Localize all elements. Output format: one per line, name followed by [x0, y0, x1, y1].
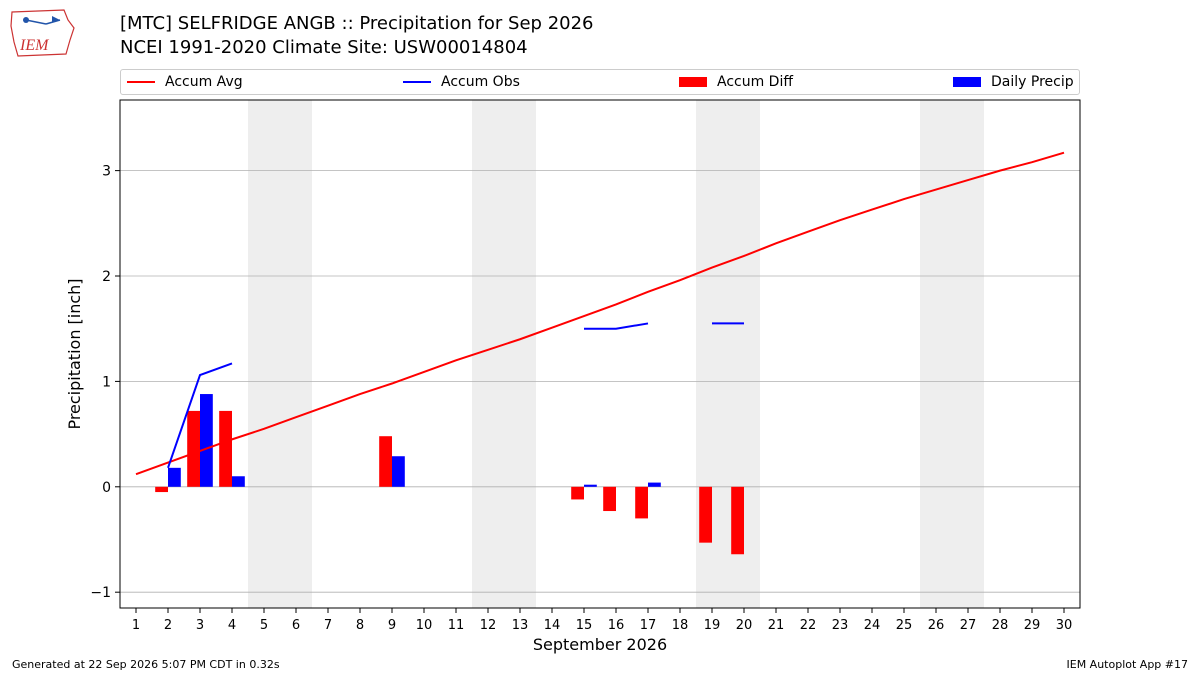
chart-subtitle: NCEI 1991-2020 Climate Site: USW00014804	[120, 37, 528, 58]
x-tick-label: 1	[132, 618, 140, 633]
x-tick-label: 19	[704, 618, 721, 633]
x-tick-label: 25	[896, 618, 913, 633]
x-tick-label: 15	[576, 618, 593, 633]
app-label: IEM Autoplot App #17	[1066, 658, 1189, 671]
weekend-band	[248, 100, 312, 608]
accum-diff-bar	[571, 486, 584, 500]
accum-obs-line	[167, 362, 233, 469]
x-tick-label: 4	[228, 618, 236, 633]
legend-item-daily-precip: Daily Precip	[953, 70, 1074, 94]
accum-diff-bar	[219, 410, 232, 487]
x-tick-label: 12	[480, 618, 497, 633]
x-tick-label: 2	[164, 618, 172, 633]
x-tick-label: 18	[672, 618, 689, 633]
x-tick-label: 6	[292, 618, 300, 633]
x-tick-label: 5	[260, 618, 268, 633]
y-axis-label: Precipitation [inch]	[65, 278, 84, 429]
x-tick-label: 20	[736, 618, 753, 633]
y-tick-label: 2	[102, 269, 111, 285]
x-tick-label: 24	[864, 618, 881, 633]
chart-title: [MTC] SELFRIDGE ANGB :: Precipitation fo…	[120, 13, 594, 34]
x-tick-label: 3	[196, 618, 204, 633]
x-tick-label: 7	[324, 618, 332, 633]
x-tick-label: 30	[1056, 618, 1073, 633]
daily-precip-bar	[232, 476, 245, 487]
x-tick-label: 13	[512, 618, 529, 633]
x-tick-label: 22	[800, 618, 817, 633]
generated-timestamp: Generated at 22 Sep 2026 5:07 PM CDT in …	[12, 658, 280, 671]
x-tick-label: 9	[388, 618, 396, 633]
x-tick-label: 28	[992, 618, 1009, 633]
x-tick-label: 16	[608, 618, 625, 633]
y-tick-label: −1	[90, 585, 111, 601]
accum-diff-bar	[635, 486, 648, 519]
weekend-band	[920, 100, 984, 608]
x-tick-label: 21	[768, 618, 785, 633]
accum-diff-bar	[699, 486, 712, 543]
legend-label: Accum Diff	[717, 74, 794, 90]
legend-label: Accum Obs	[441, 74, 520, 90]
x-tick-label: 26	[928, 618, 945, 633]
accum-obs-line	[584, 322, 649, 330]
daily-precip-bar	[648, 482, 661, 487]
y-tick-label: 0	[102, 480, 111, 496]
x-axis-label: September 2026	[533, 635, 667, 654]
legend-label: Accum Avg	[165, 74, 243, 90]
chart-legend: Accum Avg Accum Obs Accum Diff Daily Pre…	[120, 69, 1080, 95]
accum-diff-bar	[731, 486, 744, 555]
legend-item-accum-obs: Accum Obs	[403, 70, 520, 94]
accum-diff-bar	[155, 486, 168, 493]
accum-avg-line	[135, 151, 1065, 476]
x-tick-label: 23	[832, 618, 849, 633]
legend-label: Daily Precip	[991, 74, 1074, 90]
x-tick-label: 10	[416, 618, 433, 633]
daily-precip-bar	[392, 456, 405, 487]
y-tick-label: 1	[102, 374, 111, 390]
weekend-band	[472, 100, 536, 608]
y-tick-label: 3	[102, 164, 111, 180]
x-tick-label: 29	[1024, 618, 1041, 633]
legend-swatch	[127, 81, 155, 83]
legend-swatch	[953, 77, 981, 87]
x-tick-label: 8	[356, 618, 364, 633]
plot-frame	[119, 99, 1081, 609]
daily-precip-bar	[200, 394, 213, 487]
legend-swatch	[403, 81, 431, 83]
svg-text:IEM: IEM	[19, 37, 50, 54]
x-tick-label: 14	[544, 618, 561, 633]
legend-item-accum-diff: Accum Diff	[679, 70, 793, 94]
accum-diff-bar	[379, 436, 392, 487]
legend-swatch	[679, 77, 707, 87]
legend-item-accum-avg: Accum Avg	[127, 70, 243, 94]
x-tick-label: 11	[448, 618, 465, 633]
daily-precip-bar	[168, 467, 181, 487]
x-tick-label: 27	[960, 618, 977, 633]
x-tick-label: 17	[640, 618, 657, 633]
iem-logo: IEM	[8, 6, 78, 60]
daily-precip-bar	[584, 484, 597, 487]
accum-diff-bar	[603, 486, 616, 512]
accum-diff-bar	[187, 410, 200, 487]
